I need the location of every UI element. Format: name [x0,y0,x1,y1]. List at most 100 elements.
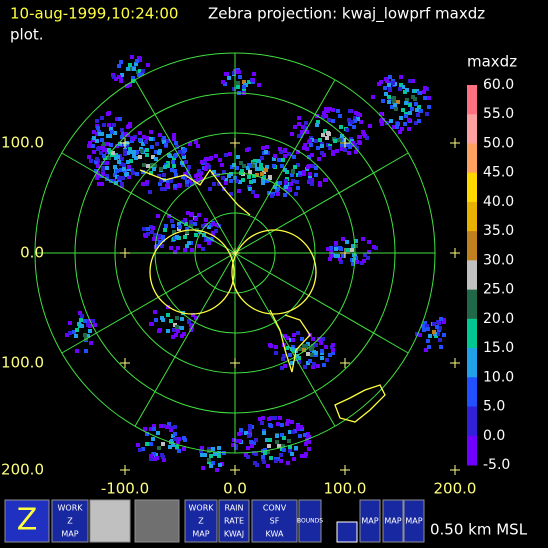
echo-pixel [120,128,124,132]
echo-pixel [290,361,294,365]
echo-pixel [436,332,440,336]
echo-pixel [282,354,286,358]
echo-pixel [427,105,431,109]
echo-pixel [171,160,175,164]
echo-pixel [169,319,173,323]
echo-pixel [280,366,284,370]
button-text: CONV [263,504,287,513]
echo-pixel [398,130,402,134]
toolbar-button[interactable]: MAP [359,499,381,543]
echo-pixel [176,440,180,444]
echo-pixel [303,126,307,130]
echo-pixel [107,156,111,160]
echo-pixel [116,155,120,159]
echo-pixel [248,170,252,174]
echo-pixel [314,166,318,170]
echo-pixel [227,76,231,80]
echo-pixel [351,141,355,145]
echo-pixel [211,461,215,465]
echo-pixel [427,96,431,100]
echo-pixel [293,165,297,169]
echo-pixel [167,422,171,426]
echo-pixel [251,164,255,168]
echo-pixel [274,459,278,463]
echo-pixel [341,237,345,241]
toolbar-button[interactable]: CONV SF KWA [251,499,298,543]
echo-pixel [152,424,156,428]
echo-pixel [158,133,162,137]
echo-pixel [336,109,340,113]
echo-pixel [288,430,292,434]
toolbar-button[interactable]: MAP [403,499,425,543]
echo-pixel [418,333,422,337]
echo-pixel [110,130,114,134]
toolbar-button[interactable]: MAP [382,499,404,543]
echo-pixel [277,444,281,448]
echo-pixel [310,182,314,186]
echo-pixel [134,62,138,66]
echo-pixel [296,186,300,190]
echo-pixel [428,334,432,338]
echo-pixel [84,349,88,353]
button-face[interactable] [89,499,131,543]
echo-pixel [145,442,149,446]
echo-pixel [436,320,440,324]
echo-pixel [177,449,181,453]
echo-pixel [105,161,109,165]
button-face[interactable] [134,499,180,543]
echo-pixel [426,339,430,343]
echo-pixel [306,432,310,436]
echo-pixel [353,119,357,123]
y-label: 0.0 [20,244,44,262]
echo-pixel [405,98,409,102]
echo-pixel [280,423,284,427]
echo-pixel [381,118,385,122]
toolbar-button[interactable]: Z [4,499,50,543]
echo-pixel [142,163,146,167]
echo-pixel [138,131,142,135]
echo-pixel [237,432,241,436]
echo-pixel [421,324,425,328]
button-text: WORK [188,504,214,513]
echo-pixel [278,147,282,151]
toolbar-button[interactable]: RAIN RATE KWAJ [218,499,250,543]
echo-pixel [183,172,187,176]
echo-pixel [209,464,213,468]
echo-pixel [423,321,427,325]
toolbar-button[interactable]: BOUNDS [297,499,323,543]
echo-pixel [218,463,222,467]
echo-pixel [141,182,145,186]
echo-pixel [204,167,208,171]
echo-pixel [86,334,90,338]
echo-pixel [275,440,279,444]
echo-pixel [182,155,186,159]
echo-pixel [237,189,241,193]
echo-pixel [169,428,173,432]
echo-pixel [102,148,106,152]
echo-pixel [389,119,393,123]
echo-pixel [177,437,181,441]
echo-pixel [278,181,282,185]
echo-pixel [331,351,335,355]
echo-pixel [318,182,322,186]
echo-pixel [177,222,181,226]
echo-pixel [279,459,283,463]
echo-pixel [247,434,251,438]
echo-pixel [175,145,179,149]
echo-pixel [338,138,342,142]
button-face[interactable] [336,521,358,543]
echo-pixel [415,332,419,336]
echo-pixel [159,167,163,171]
echo-pixel [238,180,242,184]
x-label: 0.0 [223,480,247,498]
echo-pixel [244,431,248,435]
toolbar-button[interactable]: WORK Z MAP [51,499,89,543]
echo-pixel [403,122,407,126]
toolbar-button[interactable]: WORK Z MAP [184,499,218,543]
echo-pixel [146,63,150,67]
echo-pixel [352,125,356,129]
echo-pixel [126,67,130,71]
echo-pixel [341,254,345,258]
echo-pixel [314,351,318,355]
echo-pixel [199,177,203,181]
